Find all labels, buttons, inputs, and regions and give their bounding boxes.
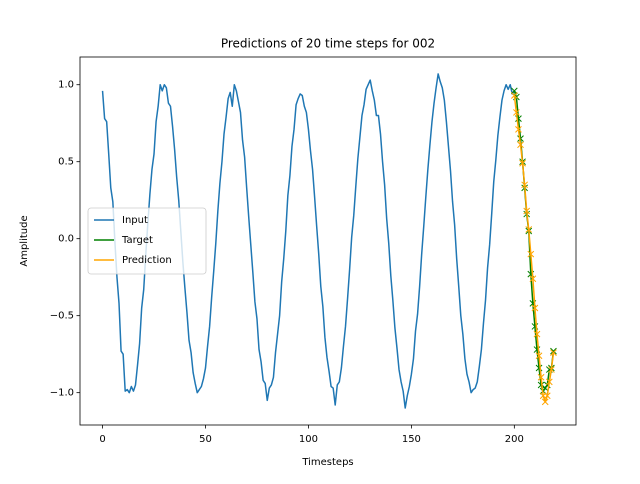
point-marker: [543, 392, 551, 400]
legend-label: Input: [122, 215, 148, 226]
point-marker: [521, 181, 528, 189]
plot-frame: [79, 56, 577, 426]
y-axis-label: Amplitude: [19, 215, 30, 266]
point-marker: [541, 398, 549, 406]
point-marker: [515, 126, 522, 133]
point-marker: [550, 349, 557, 356]
x-tick-label: 50: [199, 434, 212, 445]
x-tick-label: 200: [505, 434, 524, 445]
point-marker: [548, 366, 555, 373]
y-tick-label: −0.5: [50, 311, 74, 322]
legend-label: Target: [121, 235, 153, 246]
point-marker: [519, 159, 526, 167]
point-marker: [550, 347, 557, 355]
point-marker: [523, 207, 531, 215]
y-tick-label: 0.5: [58, 157, 74, 168]
point-marker: [545, 378, 553, 386]
point-marker: [510, 92, 518, 99]
point-marker: [513, 109, 520, 116]
legend-box: [87, 207, 207, 275]
point-marker: [537, 381, 545, 389]
point-marker: [533, 330, 541, 338]
x-tick-label: 100: [299, 434, 318, 445]
point-marker: [531, 304, 539, 312]
y-tick-label: −1.0: [50, 388, 74, 399]
y-tick-label: 0.0: [58, 234, 74, 245]
point-marker: [535, 352, 543, 360]
x-axis-label: Timesteps: [301, 457, 353, 468]
x-tick-label: 150: [402, 434, 421, 445]
point-marker: [525, 226, 533, 233]
chart-title: Predictions of 20 time steps for 002: [221, 37, 435, 51]
point-marker: [529, 275, 537, 283]
point-marker: [537, 373, 545, 381]
x-tick-label: 0: [99, 434, 105, 445]
legend-label: Prediction: [122, 255, 172, 266]
y-tick-label: 1.0: [58, 80, 74, 91]
point-marker: [527, 250, 535, 258]
point-marker: [517, 135, 524, 142]
point-marker: [517, 141, 524, 149]
series-line: [101, 73, 515, 409]
